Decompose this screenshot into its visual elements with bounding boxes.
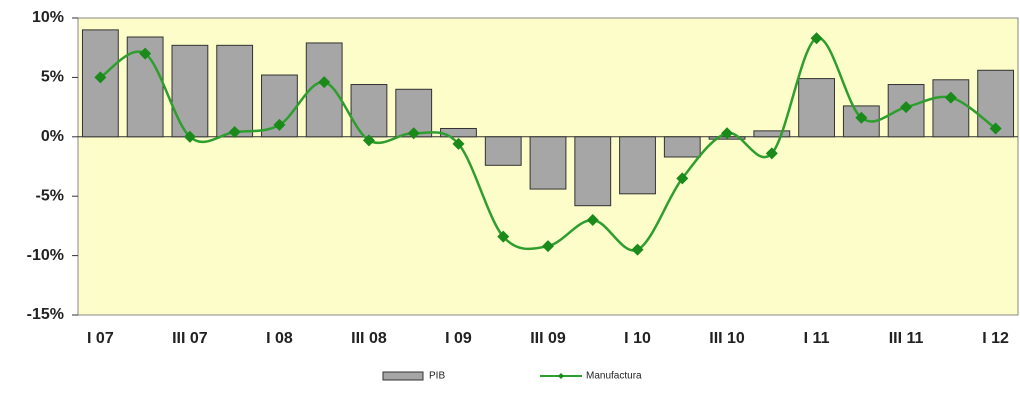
bar	[171, 44, 209, 138]
x-tick-label: I 11	[804, 330, 830, 347]
x-tick-label: III 07	[172, 330, 208, 347]
marker	[721, 127, 734, 140]
marker	[855, 111, 868, 124]
marker	[676, 172, 689, 185]
x-tick-label: I 10	[624, 330, 651, 347]
x-tick-label: III 09	[530, 330, 566, 347]
marker	[94, 71, 107, 84]
bar	[798, 78, 835, 138]
y-tick-label: -10%	[27, 247, 64, 264]
marker	[944, 91, 957, 104]
bar	[350, 84, 388, 138]
marker	[452, 137, 465, 150]
marker	[989, 122, 1002, 135]
x-tick-label: I 09	[445, 330, 472, 347]
bar	[663, 136, 701, 158]
legend-label: Manufactura	[586, 371, 642, 382]
bar	[932, 79, 970, 138]
marker	[586, 213, 599, 226]
x-tick-label: III 11	[889, 330, 924, 347]
line	[99, 36, 997, 252]
marker	[228, 126, 241, 139]
marker	[362, 134, 375, 147]
legend-marker	[558, 373, 564, 379]
marker	[139, 47, 152, 60]
bar	[753, 130, 791, 138]
x-tick-label: III 10	[709, 330, 745, 347]
x-tick-label: I 07	[87, 330, 114, 347]
bar	[305, 42, 343, 138]
bar	[484, 136, 522, 166]
marker	[407, 127, 420, 140]
bar	[619, 136, 656, 195]
y-tick-label: -5%	[36, 187, 64, 204]
bar	[216, 44, 254, 138]
y-tick-label: 5%	[41, 69, 64, 86]
x-tick-label: I 12	[982, 330, 1009, 347]
marker	[631, 243, 644, 256]
x-tick-label: I 08	[266, 330, 293, 347]
marker	[810, 32, 823, 45]
y-tick-label: 0%	[41, 128, 64, 145]
legend-swatch	[382, 371, 424, 381]
bar	[574, 136, 612, 207]
marker	[318, 76, 331, 89]
marker	[497, 230, 510, 243]
y-tick-label: 10%	[32, 9, 64, 26]
bar	[529, 136, 567, 190]
marker	[542, 240, 554, 253]
marker	[900, 101, 913, 114]
y-tick-label: -15%	[27, 306, 64, 323]
marker	[183, 130, 196, 143]
marker	[273, 118, 286, 131]
bar	[977, 69, 1015, 138]
legend-label: PIB	[429, 371, 445, 382]
x-tick-label: III 08	[351, 330, 387, 347]
marker	[765, 147, 778, 160]
